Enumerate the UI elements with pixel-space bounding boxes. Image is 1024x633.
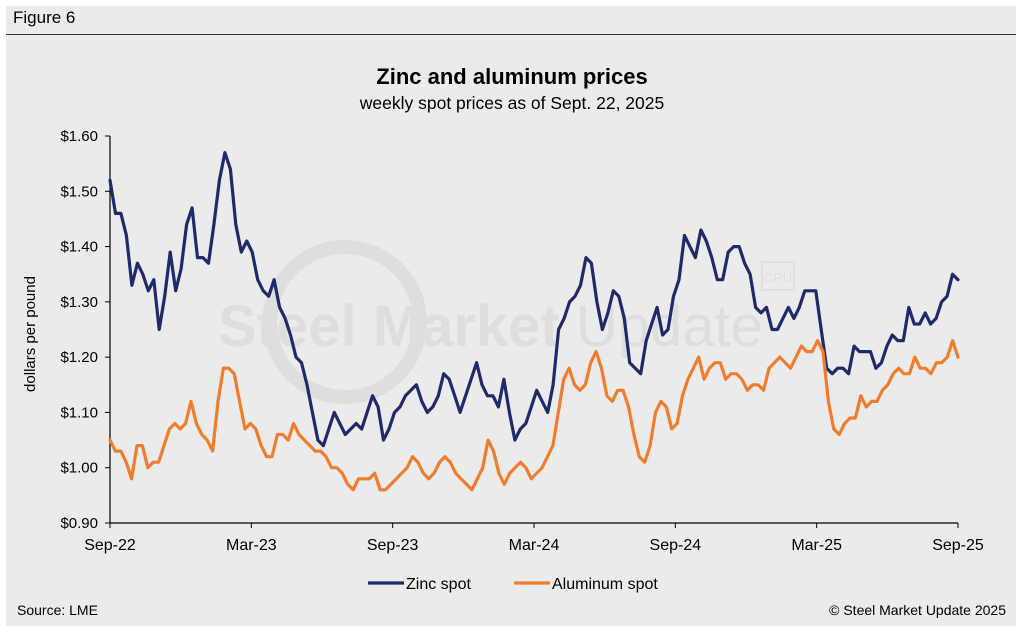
- watermark-badge-text: CRU: [764, 270, 792, 285]
- y-tick-labels: $1.60 $1.50 $1.40 $1.30 $1.20 $1.10 $1.00 $0.90: [60, 128, 98, 532]
- y-tick-label: $0.90: [60, 515, 98, 532]
- series-line-aluminum: [108, 339, 960, 492]
- x-tick-label: Sep-22: [84, 537, 136, 554]
- x-tick-label: Mar-23: [226, 537, 277, 554]
- x-tick-label: Mar-24: [509, 537, 560, 554]
- figure-divider: [6, 34, 1016, 35]
- watermark-badge: [761, 261, 795, 291]
- legend-label-zinc: Zinc spot: [406, 576, 471, 593]
- y-tick-label: $1.50: [60, 183, 98, 200]
- chart-panel: [6, 36, 1016, 626]
- x-tick-label: Sep-24: [650, 537, 702, 554]
- watermark-text: Steel Market Update: [218, 294, 763, 359]
- y-tick-label: $1.10: [60, 404, 98, 421]
- legend: Zinc spot Aluminum spot: [368, 576, 658, 593]
- axes: [105, 135, 959, 528]
- watermark-ring: [263, 240, 427, 404]
- copyright-note: © Steel Market Update 2025: [829, 602, 1006, 618]
- chart-subtitle: weekly spot prices as of Sept. 22, 2025: [359, 93, 665, 113]
- x-tick-label: Sep-23: [367, 537, 419, 554]
- chart-title: Zinc and aluminum prices: [376, 64, 648, 89]
- series-lines: [108, 151, 960, 492]
- y-axis-label: dollars per pound: [22, 276, 39, 392]
- y-tick-label: $1.00: [60, 460, 98, 477]
- x-tick-label: Sep-25: [932, 537, 984, 554]
- y-tick-label: $1.40: [60, 239, 98, 256]
- series-line-zinc: [108, 151, 960, 448]
- y-tick-label: $1.60: [60, 128, 98, 145]
- x-tick-label: Mar-25: [791, 537, 842, 554]
- figure-label: Figure 6: [13, 8, 76, 27]
- legend-label-aluminum: Aluminum spot: [552, 576, 658, 593]
- x-tick-labels: Sep-22 Mar-23 Sep-23 Mar-24 Sep-24 Mar-25 Sep-…: [84, 537, 984, 554]
- y-tick-label: $1.20: [60, 349, 98, 366]
- source-note: Source: LME: [17, 602, 98, 618]
- y-tick-label: $1.30: [60, 294, 98, 311]
